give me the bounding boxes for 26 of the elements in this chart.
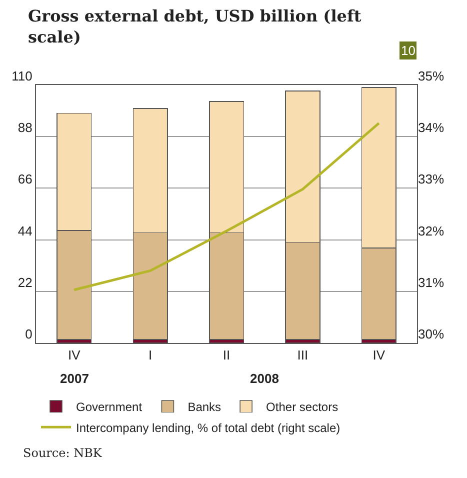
y2-tick-label: 33% (418, 172, 444, 187)
y-tick-label: 66 (18, 172, 32, 187)
x-tick-label: I (148, 348, 152, 363)
y2-tick-label: 32% (418, 223, 444, 238)
y-tick-label: 88 (18, 120, 32, 136)
y2-tick-label: 31% (418, 274, 444, 290)
y2-tick-label: 35% (418, 68, 444, 84)
legend-label: Government (76, 400, 143, 414)
text: 10 (401, 43, 416, 58)
y2-tick-label: 34% (418, 120, 444, 136)
x-tick-label: II (222, 348, 230, 363)
y-tick-label: 0 (25, 326, 32, 342)
y-tick-label: 22 (18, 274, 32, 290)
legend-label: Banks (188, 400, 222, 414)
y-tick-label: 44 (18, 223, 32, 238)
text: 2008 (250, 371, 279, 386)
legend-label: Other sectors (266, 400, 338, 414)
x-tick-label: IV (372, 348, 386, 363)
text: 2007 (60, 371, 89, 386)
y2-tick-label: 30% (418, 326, 444, 342)
y-tick-label: 110 (12, 68, 32, 84)
source-note: Source: NBK (23, 446, 103, 460)
legend-label: Intercompany lending, % of total debt (right scale) (76, 420, 340, 435)
chart-title: Gross external debt, USD billion (left scale) (28, 6, 362, 46)
x-tick-label: III (297, 348, 308, 363)
x-tick-label: IV (68, 348, 81, 363)
